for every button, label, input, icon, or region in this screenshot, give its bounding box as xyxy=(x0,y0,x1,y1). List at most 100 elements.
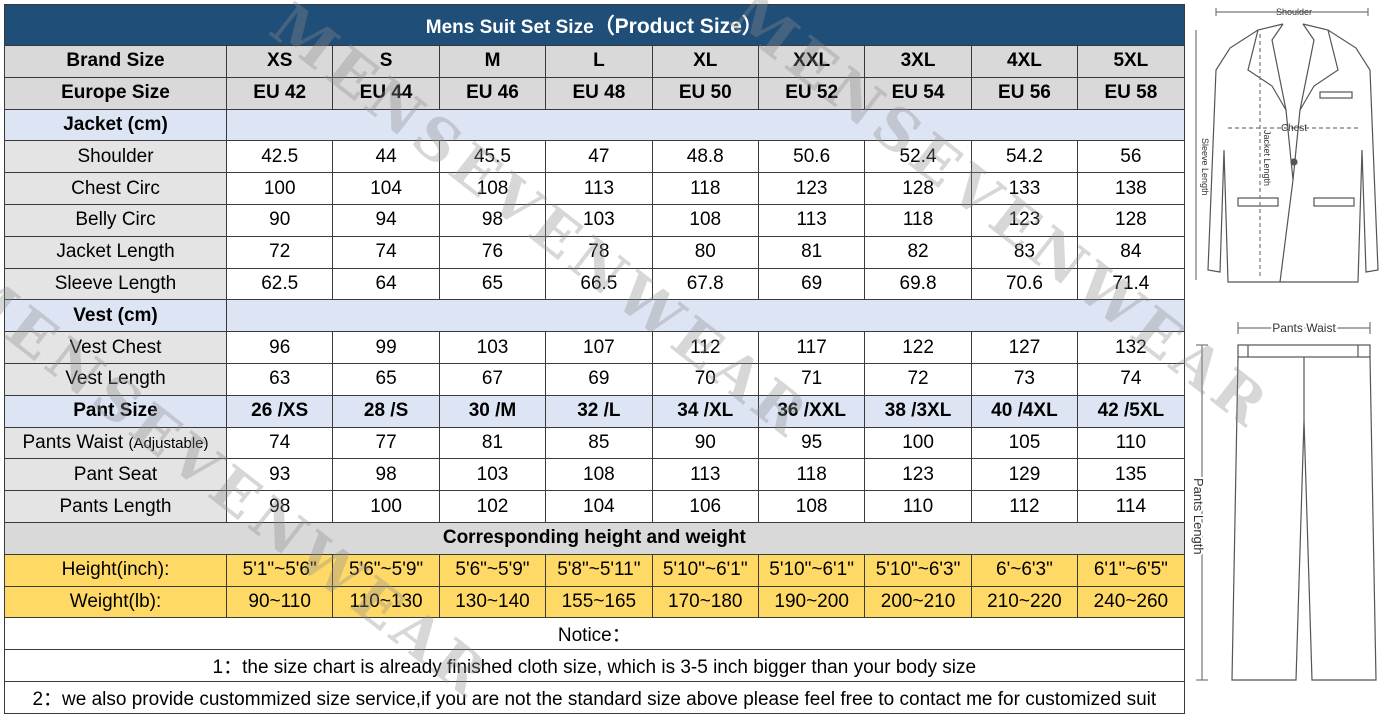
jacket-cell: 98 xyxy=(438,203,547,237)
vest-cell: 69 xyxy=(545,362,653,396)
pant-row: Pants Length 98 100 102 104 106 108 110 112 114 xyxy=(4,490,1185,523)
weight-row: Weight(lb): 90~110 110~130 130~140 155~165 1… xyxy=(4,585,1185,619)
europe-size-cell: EU 58 xyxy=(1077,76,1185,110)
pant-size-heading: Pant Size xyxy=(4,394,227,428)
jacket-cell: 113 xyxy=(545,172,653,205)
pants-waist-cell: 100 xyxy=(864,426,972,460)
jacket-cell: 104 xyxy=(332,172,440,205)
jacket-row: Sleeve Length 62.5 64 65 66.5 67.8 69 69.8 70.6 7… xyxy=(4,267,1185,301)
pant-size-cell: 40 /4XL xyxy=(970,394,1079,428)
weight-cell: 240~260 xyxy=(1077,585,1185,619)
jacket-cell: 103 xyxy=(545,203,653,237)
notice-line-row: 1：the size chart is already finished clo… xyxy=(4,649,1185,682)
height-cell: 5'6"~5'9" xyxy=(438,553,547,587)
jacket-cell: 138 xyxy=(1077,172,1185,205)
weight-cell: 200~210 xyxy=(864,585,972,619)
vest-cell: 122 xyxy=(864,331,972,364)
jacket-cell: 54.2 xyxy=(970,140,1079,174)
jacket-cell: 76 xyxy=(438,235,547,269)
pant-cell: 123 xyxy=(864,458,972,492)
jacket-cell: 52.4 xyxy=(864,140,972,174)
pant-size-cell: 38 /3XL xyxy=(864,394,972,428)
jacket-row-label: Sleeve Length xyxy=(4,267,227,301)
jacket-row: Jacket Length 72 74 76 78 80 81 82 83 84 xyxy=(4,235,1185,269)
jacket-cell: 45.5 xyxy=(438,140,547,174)
brand-size-cell: 4XL xyxy=(970,45,1079,78)
chart-title-main: Mens Suit Set Size xyxy=(425,17,594,38)
jacket-cell: 70.6 xyxy=(970,267,1079,301)
jacket-row: Shoulder 42.5 44 45.5 47 48.8 50.6 52.4 54.2 56 xyxy=(4,140,1185,174)
jacket-cell: 42.5 xyxy=(225,140,334,174)
vest-cell: 99 xyxy=(332,331,440,364)
vest-rows: Vest Chest 96 99 103 107 112 117 122 127 132 Vest … xyxy=(4,331,1185,396)
pant-cell: 118 xyxy=(757,458,866,492)
europe-size-cell: EU 48 xyxy=(545,76,653,110)
chest-label: Chest xyxy=(1281,123,1307,134)
pants-waist-label: Pants Waist (Adjustable) xyxy=(4,426,227,460)
notice-line-row: 2：we also provide custommized size servi… xyxy=(4,680,1185,714)
jacket-cell: 74 xyxy=(332,235,440,269)
pant-cell: 93 xyxy=(225,458,334,492)
jacket-cell: 118 xyxy=(651,172,759,205)
pant-cell: 113 xyxy=(651,458,759,492)
pants-diagram xyxy=(1196,322,1377,681)
europe-size-cell: EU 54 xyxy=(864,76,972,110)
jacket-row-label: Shoulder xyxy=(4,140,227,174)
vest-cell: 132 xyxy=(1077,331,1185,364)
pants-waist-cell: 85 xyxy=(545,426,653,460)
pants-waist-diagram-label: Pants Waist xyxy=(1272,321,1336,335)
jacket-cell: 48.8 xyxy=(651,140,759,174)
europe-size-cell: EU 44 xyxy=(332,76,440,110)
height-cell: 5'10"~6'3" xyxy=(864,553,972,587)
jacket-section-row: Jacket (cm) xyxy=(4,108,1185,142)
vest-row-label: Vest Chest xyxy=(4,331,227,364)
pants-waist-label-text: Pants Waist xyxy=(22,431,124,453)
title-row: Mens Suit Set Size（Product Size） xyxy=(4,4,1185,46)
pants-waist-cell: 90 xyxy=(651,426,759,460)
jacket-row-label: Belly Circ xyxy=(4,203,227,237)
weight-label: Weight(lb): xyxy=(4,585,227,619)
size-chart-table: Mens Suit Set Size（Product Size） Brand S… xyxy=(4,4,1185,714)
pants-waist-note: (Adjustable) xyxy=(128,434,209,452)
height-cell: 5'8"~5'11" xyxy=(545,553,653,587)
europe-size-label: Europe Size xyxy=(4,76,227,110)
jacket-cell: 113 xyxy=(757,203,866,237)
jacket-cell: 84 xyxy=(1077,235,1185,269)
pant-size-cell: 26 /XS xyxy=(225,394,334,428)
jacket-cell: 44 xyxy=(332,140,440,174)
jacket-row-label: Jacket Length xyxy=(4,235,227,269)
pant-cell: 110 xyxy=(864,490,972,523)
jacket-length-label: Jacket Length xyxy=(1262,130,1272,186)
jacket-row: Belly Circ 90 94 98 103 108 113 118 123 128 xyxy=(4,203,1185,237)
notice-title: Notice： xyxy=(4,617,1185,651)
pant-cell: 135 xyxy=(1077,458,1185,492)
vest-cell: 63 xyxy=(225,362,334,396)
europe-size-cell: EU 50 xyxy=(651,76,759,110)
pant-cell: 98 xyxy=(332,458,440,492)
vest-cell: 65 xyxy=(332,362,440,396)
pants-length-diagram-label: Pants Length xyxy=(1191,478,1206,555)
jacket-cell: 128 xyxy=(864,172,972,205)
notice-line-1: 1：the size chart is already finished clo… xyxy=(4,649,1185,682)
jacket-cell: 47 xyxy=(545,140,653,174)
jacket-cell: 108 xyxy=(438,172,547,205)
weight-cell: 170~180 xyxy=(651,585,759,619)
pant-size-cell: 42 /5XL xyxy=(1077,394,1185,428)
brand-size-row: Brand Size XS S M L XL XXL 3XL 4XL 5XL xyxy=(4,45,1185,78)
brand-size-cell: XXL xyxy=(757,45,866,78)
jacket-cell: 50.6 xyxy=(757,140,866,174)
garment-diagram: Shoulder Chest Sleeve Length Jacket Leng… xyxy=(1189,7,1379,681)
pant-cell: 106 xyxy=(651,490,759,523)
europe-size-cell: EU 42 xyxy=(225,76,334,110)
pant-size-cell: 30 /M xyxy=(438,394,547,428)
europe-size-cell: EU 46 xyxy=(438,76,547,110)
weight-cell: 130~140 xyxy=(438,585,547,619)
vest-heading-fill xyxy=(226,299,1185,333)
brand-size-cell: XS xyxy=(225,45,334,78)
jacket-cell: 66.5 xyxy=(545,267,653,301)
weight-cell: 155~165 xyxy=(545,585,653,619)
jacket-cell: 67.8 xyxy=(651,267,759,301)
vest-cell: 107 xyxy=(545,331,653,364)
brand-size-cell: S xyxy=(332,45,440,78)
height-cell: 5'6"~5'9" xyxy=(332,553,440,587)
